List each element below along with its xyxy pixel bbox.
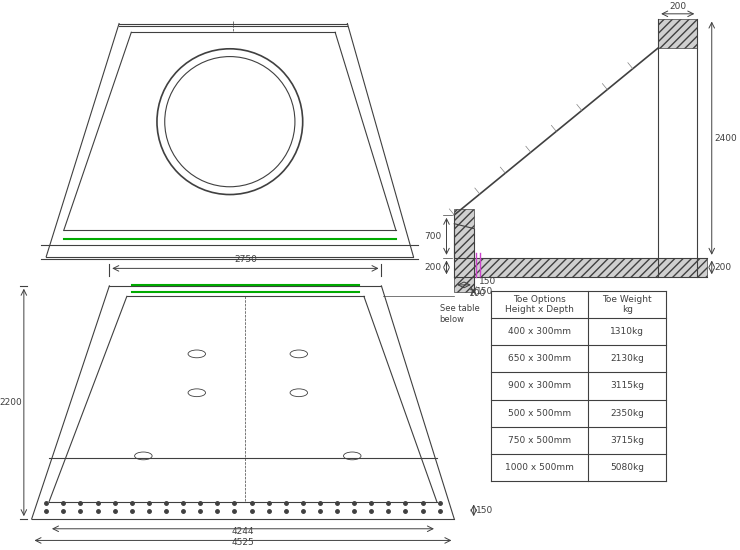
Text: 150: 150 <box>476 506 493 515</box>
Text: 2400: 2400 <box>715 134 738 142</box>
Text: Toe Options
Height x Depth: Toe Options Height x Depth <box>505 295 574 314</box>
Text: 200: 200 <box>715 263 732 272</box>
Text: 2130kg: 2130kg <box>610 354 644 363</box>
Text: 750 x 500mm: 750 x 500mm <box>508 436 571 445</box>
Text: 900 x 300mm: 900 x 300mm <box>508 382 571 390</box>
Text: 200: 200 <box>425 263 442 272</box>
Text: 3115kg: 3115kg <box>610 382 645 390</box>
Text: 100: 100 <box>469 289 486 298</box>
Text: 400 x 300mm: 400 x 300mm <box>508 327 571 336</box>
Text: 5080kg: 5080kg <box>610 463 645 472</box>
Text: 4525: 4525 <box>232 538 255 547</box>
Text: 1000 x 500mm: 1000 x 500mm <box>505 463 574 472</box>
Bar <box>454 209 474 292</box>
Text: 1310kg: 1310kg <box>610 327 645 336</box>
Text: 150: 150 <box>479 277 496 287</box>
Text: 2200: 2200 <box>0 398 22 407</box>
Text: 2750: 2750 <box>234 256 257 265</box>
Text: 3715kg: 3715kg <box>610 436 645 445</box>
Text: 700: 700 <box>425 232 442 241</box>
Text: 4244: 4244 <box>232 527 255 536</box>
Text: Toe Weight
kg: Toe Weight kg <box>602 295 652 314</box>
Text: 150: 150 <box>476 287 493 295</box>
Text: 650 x 300mm: 650 x 300mm <box>508 354 571 363</box>
Text: 2350kg: 2350kg <box>610 409 644 417</box>
Text: 200: 200 <box>669 2 686 11</box>
Bar <box>659 19 697 48</box>
Text: See table
below: See table below <box>440 304 480 324</box>
Text: 500 x 500mm: 500 x 500mm <box>508 409 571 417</box>
Bar <box>454 258 707 277</box>
